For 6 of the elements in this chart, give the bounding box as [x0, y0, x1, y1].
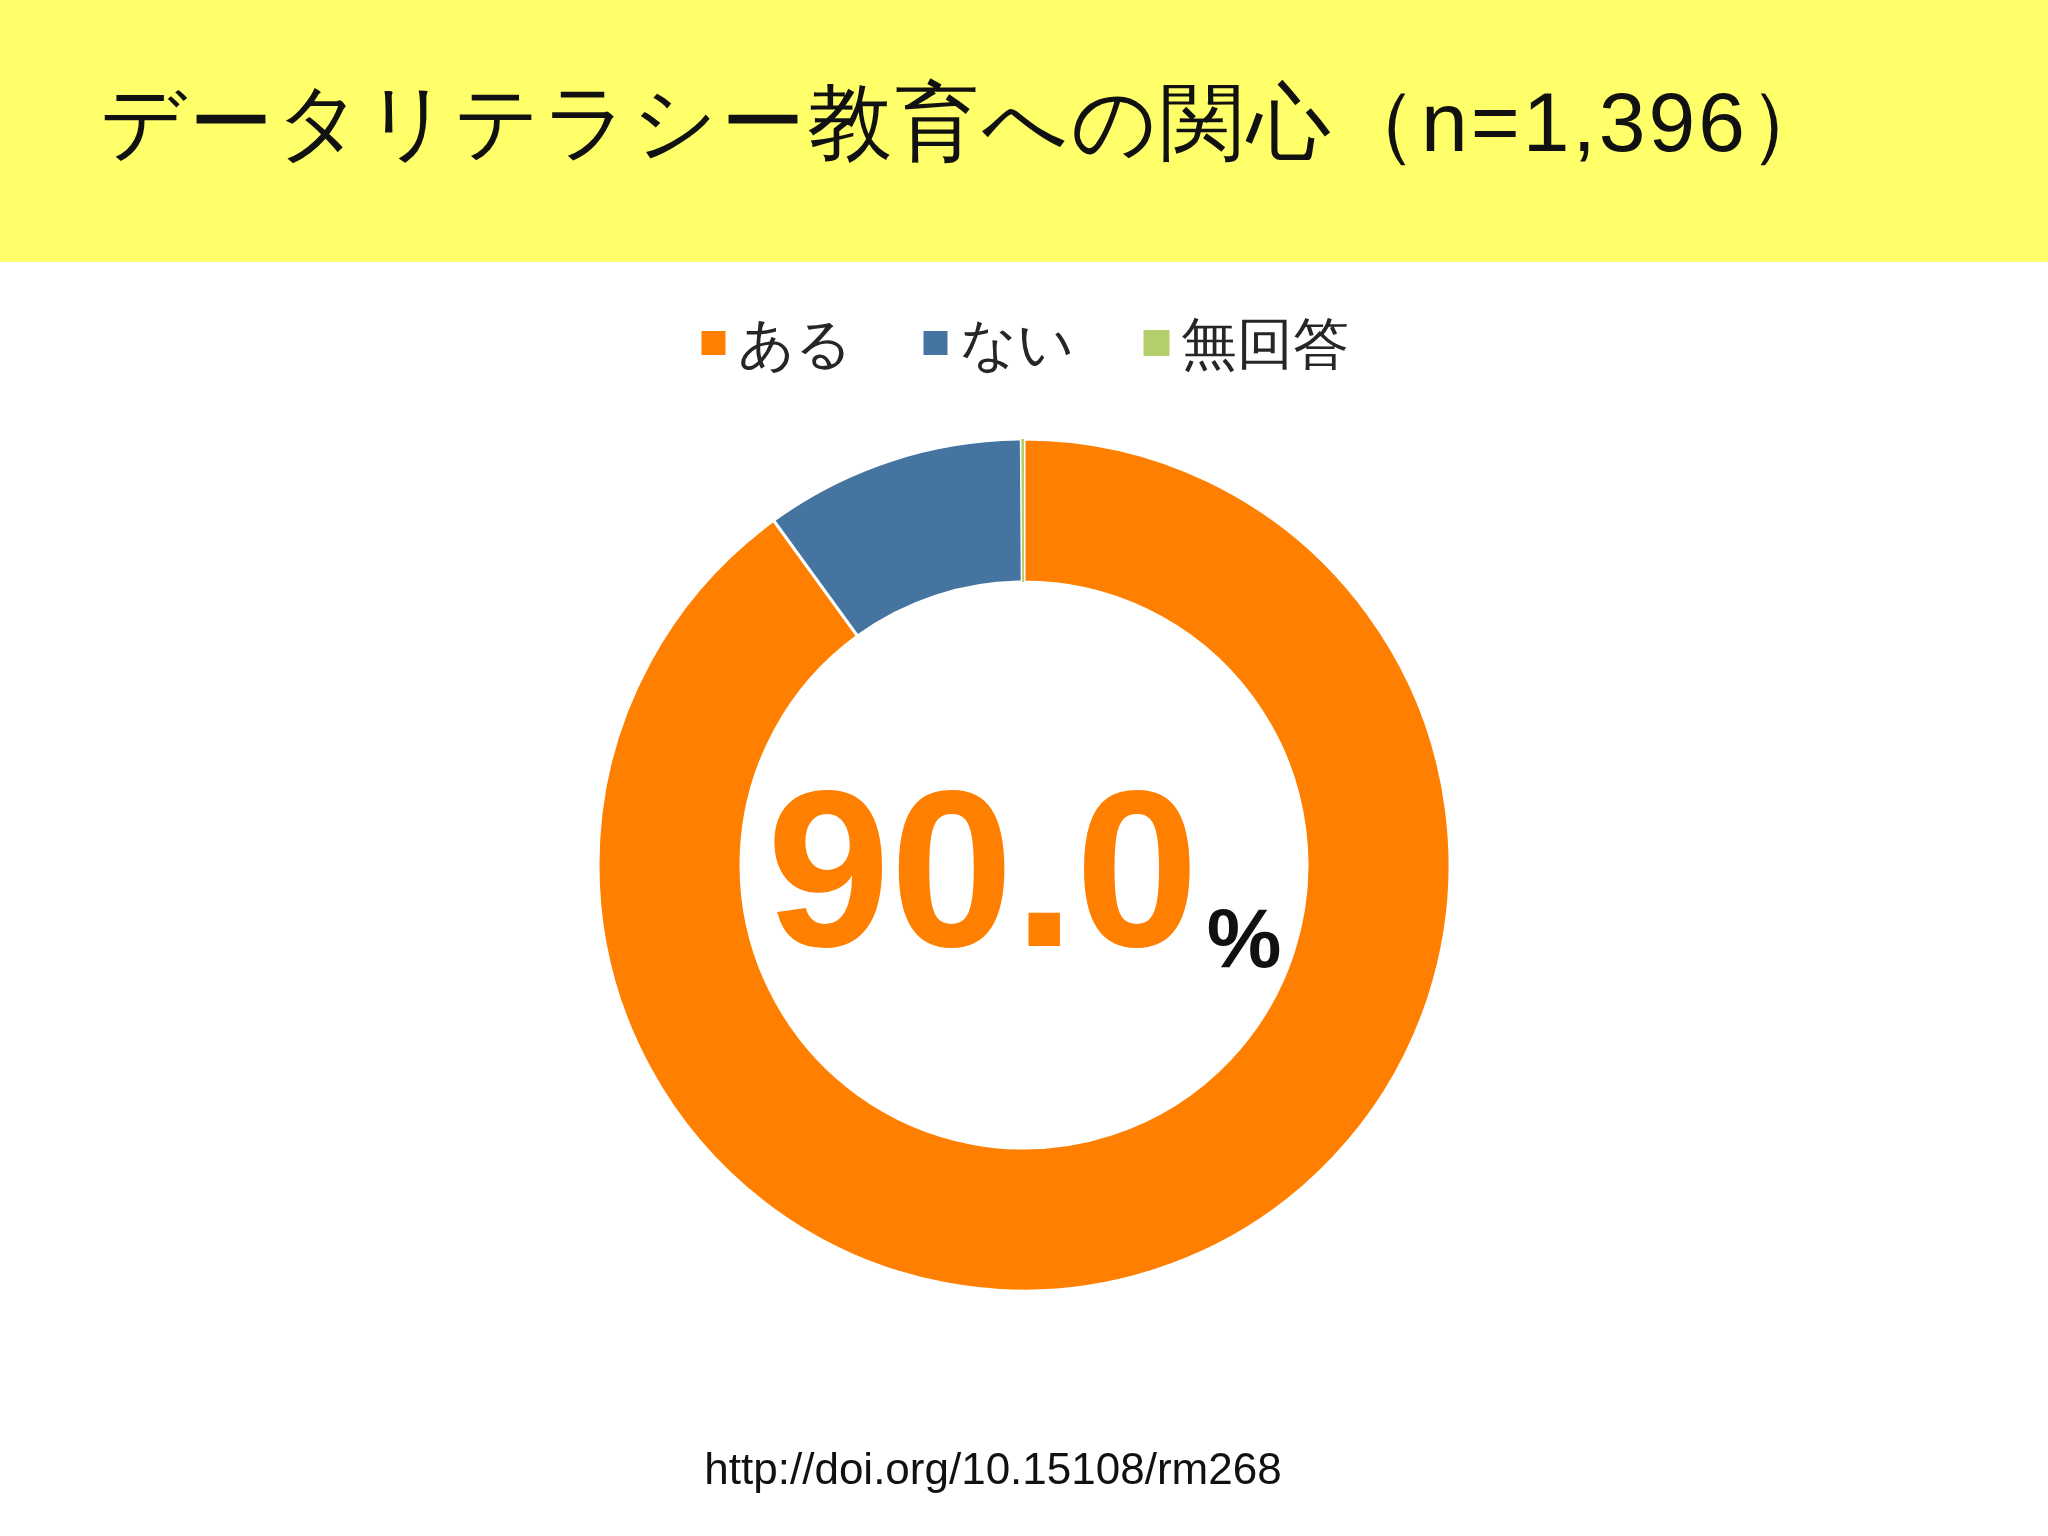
data-label: 90.0% — [766, 745, 1282, 993]
legend-label: ない — [959, 311, 1074, 375]
chart-title: データリテラシー教育への関心（n=1,396） — [100, 74, 1835, 171]
text: http://doi.org/10.15108/rm268 — [703, 1444, 1283, 1494]
legend-label: 無回答 — [1180, 311, 1349, 375]
legend-label: ある — [737, 311, 852, 375]
